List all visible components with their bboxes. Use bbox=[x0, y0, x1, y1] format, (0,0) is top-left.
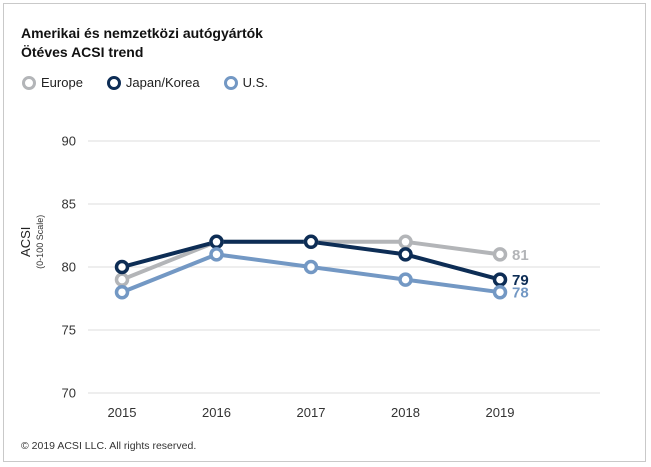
legend-marker-europe bbox=[22, 75, 36, 90]
legend-label-us: U.S. bbox=[242, 75, 268, 90]
data-point-europe-2019 bbox=[492, 247, 508, 262]
chart-legend: Europe Japan/Korea U.S. bbox=[22, 75, 292, 90]
y-axis-sublabel: (0-100 Scale) bbox=[35, 215, 45, 269]
x-tick-label-2018: 2018 bbox=[391, 405, 420, 420]
data-point-japan-korea-2018 bbox=[398, 247, 413, 262]
legend-item-europe[interactable]: Europe bbox=[22, 75, 83, 90]
chart-title: Amerikai és nemzetközi autógyártók bbox=[21, 25, 263, 41]
y-tick-label-80: 80 bbox=[62, 260, 76, 275]
data-point-japan-korea-2016 bbox=[209, 234, 224, 250]
end-label-europe: 81 bbox=[512, 247, 529, 264]
x-tick-label-2017: 2017 bbox=[297, 405, 326, 420]
legend-item-japan-korea[interactable]: Japan/Korea bbox=[106, 75, 200, 90]
copyright-notice: © 2019 ACSI LLC. All rights reserved. bbox=[21, 440, 197, 452]
y-tick-label-75: 75 bbox=[62, 323, 76, 338]
x-tick-label-2015: 2015 bbox=[108, 405, 137, 420]
data-point-u-s-2018 bbox=[398, 272, 413, 287]
data-point-japan-korea-2015 bbox=[114, 259, 130, 275]
y-tick-label-85: 85 bbox=[62, 197, 76, 212]
y-axis-label: ACSI bbox=[18, 227, 33, 257]
legend-label-japan-korea: Japan/Korea bbox=[125, 75, 200, 90]
chart-subtitle: Ötéves ACSI trend bbox=[21, 44, 144, 60]
end-label-u-s: 78 bbox=[512, 285, 529, 302]
data-point-u-s-2017 bbox=[303, 259, 319, 275]
data-point-u-s-2015 bbox=[114, 284, 130, 300]
data-point-japan-korea-2017 bbox=[303, 234, 319, 250]
legend-marker-japan-korea bbox=[106, 75, 121, 90]
y-tick-label-90: 90 bbox=[62, 134, 76, 149]
chart-frame bbox=[3, 3, 646, 462]
x-tick-label-2019: 2019 bbox=[486, 405, 515, 420]
data-point-europe-2015 bbox=[114, 272, 130, 287]
data-point-u-s-2016 bbox=[209, 247, 224, 262]
legend-label-europe: Europe bbox=[41, 75, 83, 90]
x-tick-label-2016: 2016 bbox=[202, 405, 231, 420]
legend-item-us[interactable]: U.S. bbox=[223, 75, 268, 90]
data-point-europe-2018 bbox=[398, 234, 413, 250]
data-point-japan-korea-2019 bbox=[492, 272, 508, 287]
legend-marker-us bbox=[223, 75, 238, 90]
end-label-japan-korea: 79 bbox=[512, 272, 529, 289]
data-point-u-s-2019 bbox=[492, 284, 508, 300]
y-tick-label-70: 70 bbox=[62, 386, 76, 401]
